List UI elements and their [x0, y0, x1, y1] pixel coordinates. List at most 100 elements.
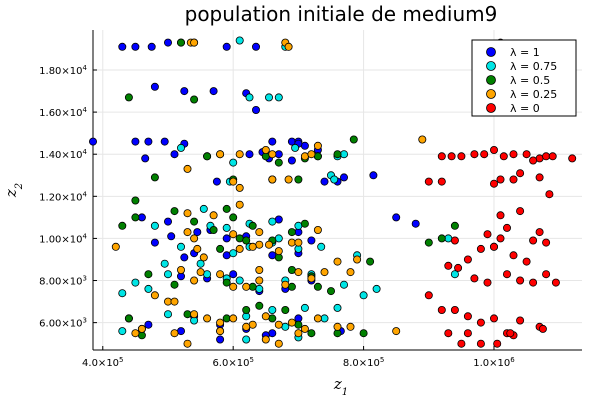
data-point — [307, 274, 316, 283]
data-point — [144, 270, 153, 279]
data-point — [229, 314, 238, 323]
data-point — [147, 42, 156, 51]
data-point — [366, 257, 375, 266]
data-point — [274, 234, 283, 243]
data-point — [193, 244, 202, 253]
data-point — [450, 221, 459, 230]
data-point — [346, 268, 355, 277]
data-point — [437, 152, 446, 161]
data-point — [248, 320, 257, 329]
data-point — [245, 150, 254, 159]
data-point — [284, 175, 293, 184]
data-point — [216, 318, 225, 327]
data-point — [229, 230, 238, 239]
data-point — [196, 259, 205, 268]
data-point — [235, 150, 244, 159]
data-point — [476, 318, 485, 327]
data-point — [535, 173, 544, 182]
data-point — [359, 291, 368, 300]
data-point — [235, 36, 244, 45]
data-point — [170, 280, 179, 289]
data-point — [222, 278, 231, 287]
data-point — [493, 339, 502, 348]
data-point — [163, 38, 172, 47]
data-point — [274, 93, 283, 102]
data-point — [529, 156, 538, 165]
data-point — [300, 152, 309, 161]
data-point — [190, 310, 199, 319]
data-point — [437, 305, 446, 314]
data-point — [229, 270, 238, 279]
data-point — [235, 234, 244, 243]
data-point — [313, 225, 322, 234]
data-point — [268, 137, 277, 146]
data-point — [516, 316, 525, 325]
data-point — [281, 305, 290, 314]
data-point — [542, 238, 551, 247]
data-point — [222, 42, 231, 51]
data-point — [170, 207, 179, 216]
data-point — [529, 278, 538, 287]
data-point — [320, 314, 329, 323]
data-point — [261, 312, 270, 321]
data-point — [216, 150, 225, 159]
legend-marker — [486, 75, 496, 85]
data-point — [255, 265, 264, 274]
data-point — [212, 177, 221, 186]
data-point — [268, 305, 277, 314]
data-point — [418, 135, 427, 144]
data-point — [457, 339, 466, 348]
data-point — [516, 207, 525, 216]
data-point — [255, 301, 264, 310]
data-point — [203, 270, 212, 279]
data-point — [193, 228, 202, 237]
data-point — [502, 223, 511, 232]
legend-marker — [486, 103, 496, 113]
data-point — [183, 228, 192, 237]
data-point — [313, 282, 322, 291]
data-point — [542, 152, 551, 161]
data-point — [568, 154, 577, 163]
data-point — [538, 324, 547, 333]
data-point — [222, 234, 231, 243]
data-point — [516, 276, 525, 285]
data-point — [313, 314, 322, 323]
data-point — [170, 329, 179, 338]
data-point — [476, 244, 485, 253]
data-point — [447, 152, 456, 161]
data-point — [118, 221, 127, 230]
data-point — [118, 327, 127, 336]
data-point — [216, 327, 225, 336]
data-point — [235, 200, 244, 209]
legend-label: λ = 0.5 — [510, 74, 550, 87]
data-point — [489, 179, 498, 188]
data-point — [216, 270, 225, 279]
data-point — [183, 339, 192, 348]
data-point — [317, 242, 326, 251]
data-point — [176, 38, 185, 47]
data-point — [183, 209, 192, 218]
data-point — [313, 152, 322, 161]
data-point — [163, 217, 172, 226]
data-point — [307, 150, 316, 159]
y-axis-label: z2 — [2, 183, 25, 198]
data-point — [261, 145, 270, 154]
data-point — [199, 204, 208, 213]
x-tick-label: 6.0×105 — [212, 356, 253, 369]
legend-label: λ = 0.75 — [510, 60, 557, 73]
data-point — [163, 310, 172, 319]
data-point — [131, 213, 140, 222]
data-point — [454, 263, 463, 272]
y-tick-label: 1.80×104 — [39, 64, 87, 77]
data-point — [229, 282, 238, 291]
data-point — [248, 242, 257, 251]
data-point — [294, 329, 303, 338]
data-point — [509, 150, 518, 159]
data-point — [516, 169, 525, 178]
data-point — [196, 268, 205, 277]
data-point — [255, 284, 264, 293]
data-point — [203, 314, 212, 323]
data-point — [444, 261, 453, 270]
data-point — [180, 87, 189, 96]
data-point — [300, 219, 309, 228]
